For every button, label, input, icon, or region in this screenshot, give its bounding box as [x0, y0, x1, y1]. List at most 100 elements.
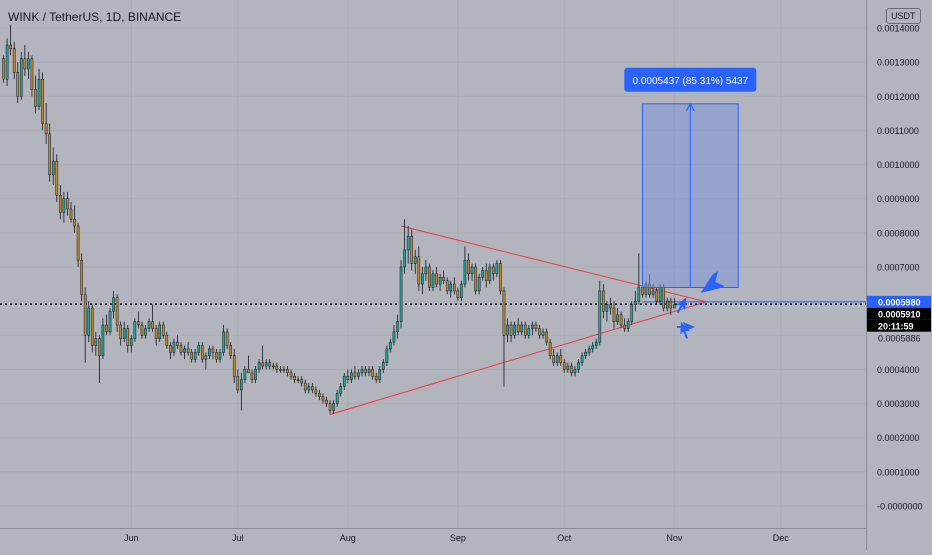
candle-body: [307, 386, 311, 391]
candle-down: [275, 362, 279, 373]
candle-body: [523, 324, 527, 336]
candle-up: [449, 280, 453, 298]
candle-down: [492, 263, 495, 281]
candle-body: [240, 379, 243, 391]
candle-up: [147, 318, 151, 332]
candle-body: [602, 290, 605, 312]
candle-down: [364, 366, 367, 377]
candle-down: [169, 342, 172, 360]
candle-body: [211, 348, 215, 353]
candle-body: [452, 283, 456, 292]
candle-down: [353, 366, 357, 380]
candle-up: [158, 321, 162, 343]
candle-body: [268, 362, 272, 367]
candle-down: [30, 55, 34, 97]
price-badge-label: 0.0005886: [878, 333, 921, 343]
candle-up: [122, 321, 126, 343]
candle-body: [5, 44, 9, 80]
x-tick-label: Nov: [666, 533, 683, 543]
candle-body: [176, 341, 179, 346]
candle-body: [516, 324, 520, 333]
candle-down: [548, 338, 552, 360]
candle-up: [594, 338, 598, 349]
candle-body: [264, 362, 268, 367]
candle-body: [335, 393, 339, 404]
candle-up: [183, 345, 186, 360]
candle-body: [527, 328, 531, 336]
projection-box[interactable]: 0.0005437 (85.31%) 5437: [624, 67, 757, 340]
candle-down: [229, 342, 233, 360]
candle-up: [591, 342, 595, 353]
candle-down: [662, 284, 666, 312]
candle-body: [534, 324, 538, 329]
candle-body: [200, 345, 204, 360]
candle-down: [435, 267, 438, 288]
y-tick-label: 0.0009000: [877, 194, 920, 204]
candle-down: [559, 348, 563, 367]
candle-down: [232, 348, 236, 384]
candle-body: [609, 304, 612, 309]
candle-body: [421, 273, 424, 285]
candle-body: [626, 321, 630, 329]
candle-body: [293, 376, 296, 380]
candle-body: [225, 331, 229, 346]
candle-down: [563, 359, 566, 373]
candle-down: [80, 253, 83, 302]
candle-body: [637, 287, 641, 302]
candle-up: [222, 325, 225, 356]
candle-body: [254, 369, 257, 380]
candle-up: [506, 318, 509, 343]
candle-body: [34, 89, 37, 107]
candle-body: [130, 338, 133, 346]
candle-body: [27, 58, 30, 70]
candles: [2, 24, 676, 414]
candle-up: [350, 369, 353, 384]
price-badge-background: [867, 307, 931, 320]
candle-body: [98, 338, 101, 357]
candle-up: [584, 348, 587, 360]
candle-up: [431, 270, 435, 291]
candle-body: [41, 78, 44, 124]
candle-down: [165, 331, 169, 349]
candle-down: [98, 335, 101, 384]
candle-body: [165, 335, 169, 346]
candle-body: [399, 266, 403, 322]
candle-down: [314, 386, 318, 397]
candle-up: [424, 260, 428, 281]
candle-down: [516, 318, 520, 336]
candle-down: [12, 41, 16, 80]
candle-body: [144, 328, 147, 336]
currency-badge[interactable]: USDT: [886, 8, 921, 24]
candle-down: [410, 229, 414, 271]
candle-up: [665, 297, 669, 312]
candle-body: [431, 273, 435, 288]
price-badge-background: [867, 295, 931, 308]
arrow-marker-icon: [676, 297, 687, 314]
candle-body: [19, 58, 23, 97]
candle-down: [374, 372, 378, 384]
candle-up: [5, 38, 9, 87]
candle-body: [658, 287, 662, 302]
candle-body: [126, 328, 130, 346]
candle-up: [573, 366, 577, 377]
candle-body: [662, 287, 666, 309]
candle-body: [381, 362, 385, 370]
candle-body: [563, 362, 566, 370]
candle-body: [591, 345, 595, 350]
candle-body: [385, 348, 389, 363]
candle-down: [428, 263, 431, 291]
price-badge-background: [867, 331, 931, 344]
candle-down: [484, 263, 488, 288]
candle-body: [669, 300, 673, 309]
candle-up: [385, 345, 389, 367]
candle-body: [172, 341, 176, 353]
candle-body: [449, 283, 453, 292]
candle-up: [378, 366, 382, 384]
candle-body: [559, 355, 563, 363]
candle-body: [548, 341, 552, 357]
candle-body: [94, 338, 98, 346]
candle-body: [538, 328, 541, 336]
candle-up: [513, 321, 516, 339]
